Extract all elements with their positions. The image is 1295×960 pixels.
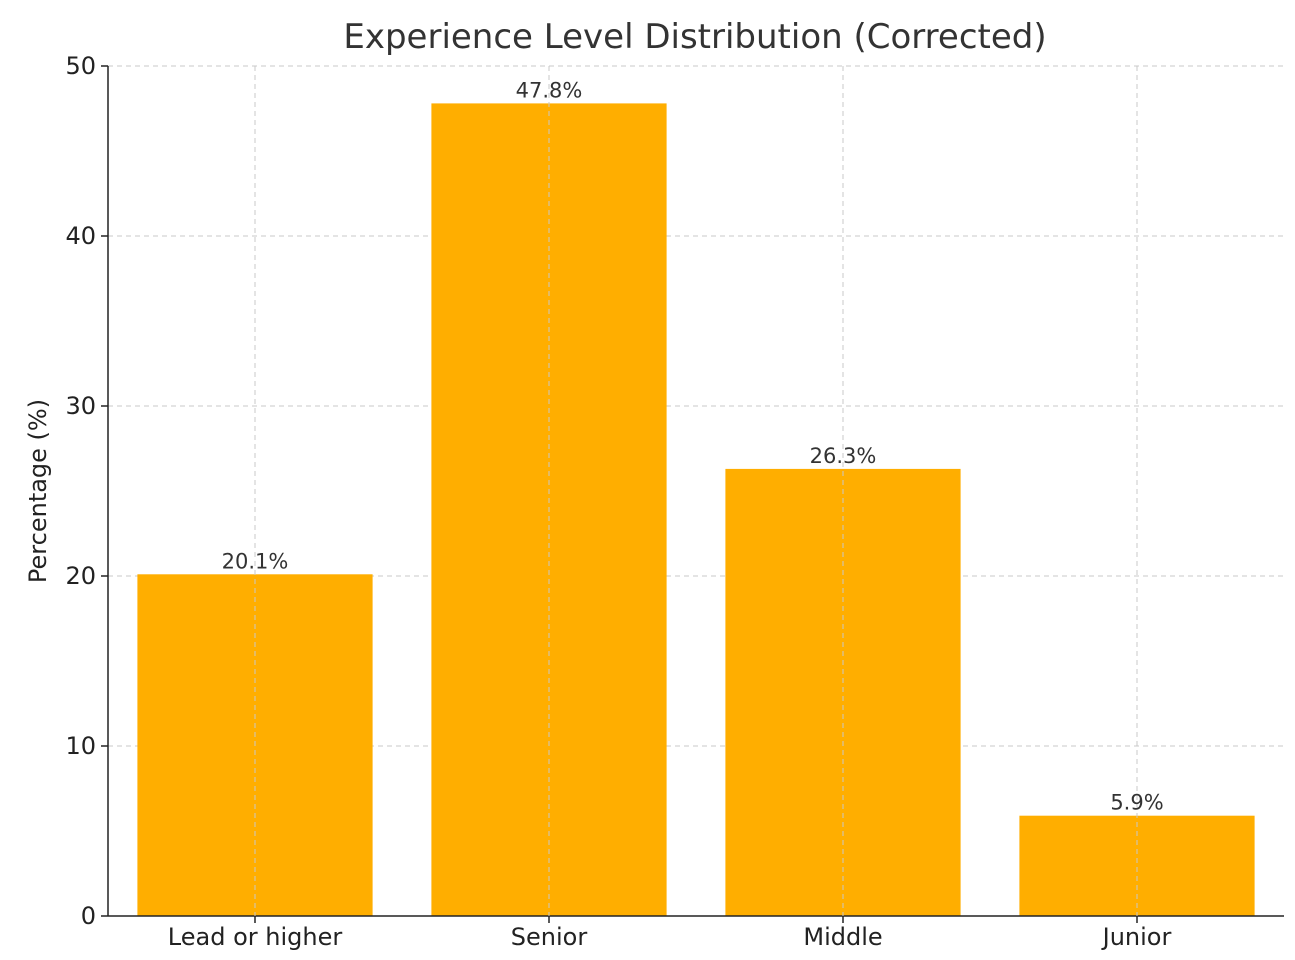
y-tick-label: 20 (65, 562, 96, 590)
y-tick-label: 0 (81, 902, 96, 930)
data-label: 5.9% (1110, 791, 1163, 815)
y-tick-label: 10 (65, 732, 96, 760)
chart-title: Experience Level Distribution (Corrected… (343, 17, 1046, 57)
data-label: 47.8% (516, 78, 583, 102)
data-labels: 20.1% 47.8% 26.3% 5.9% (222, 78, 1164, 814)
bars (137, 103, 1255, 916)
y-tick-label: 40 (65, 222, 96, 250)
axes (107, 66, 1284, 917)
x-tick-label: Junior (1101, 923, 1172, 951)
y-tick-label: 50 (65, 52, 96, 80)
y-tick-label: 30 (65, 392, 96, 420)
data-label: 20.1% (222, 549, 289, 573)
x-tick-label: Senior (511, 923, 588, 951)
bar-junior (1019, 815, 1255, 916)
data-label: 26.3% (810, 444, 877, 468)
x-axis-ticks: Lead or higher Senior Middle Junior (168, 916, 1172, 951)
y-axis-label: Percentage (%) (24, 399, 52, 583)
y-axis-ticks: 0 10 20 30 40 50 (65, 52, 108, 930)
x-tick-label: Lead or higher (168, 923, 343, 951)
x-tick-label: Middle (803, 923, 882, 951)
